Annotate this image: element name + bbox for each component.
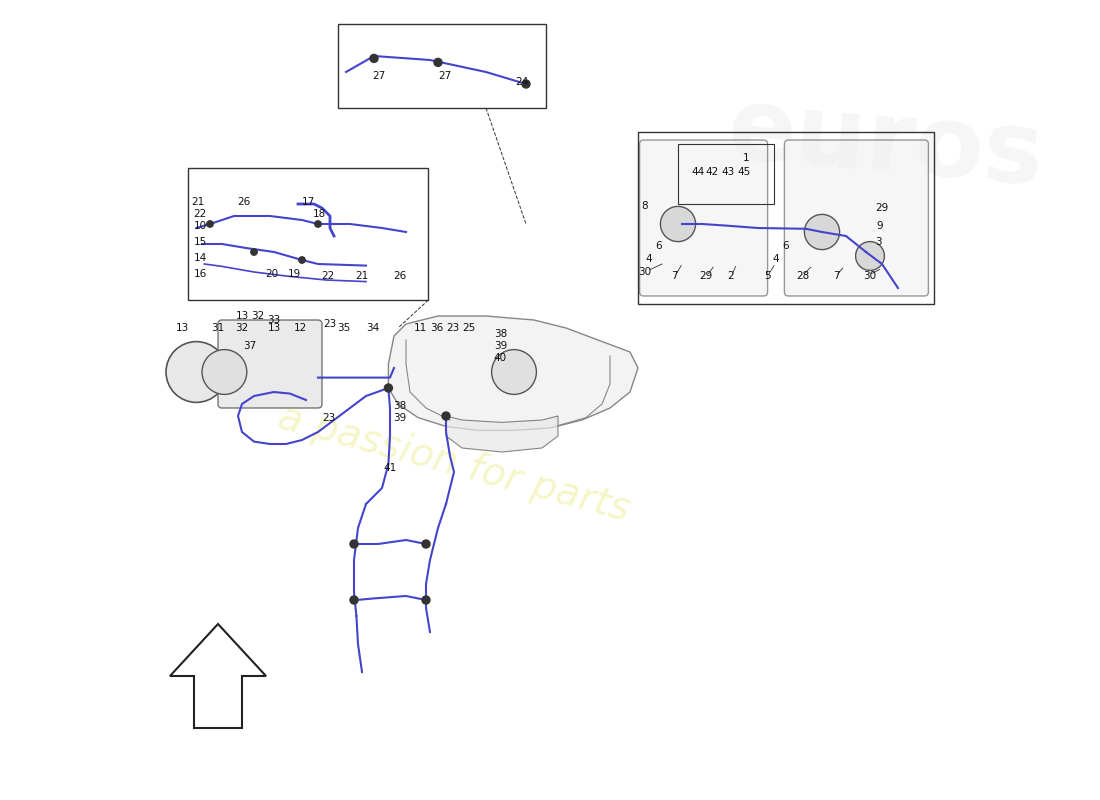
- Text: 8: 8: [641, 202, 648, 211]
- Text: 39: 39: [393, 413, 406, 422]
- Text: 42: 42: [706, 167, 719, 177]
- Circle shape: [442, 412, 450, 420]
- Text: 29: 29: [876, 203, 889, 213]
- Text: 44: 44: [692, 167, 705, 177]
- Text: 1: 1: [742, 154, 749, 163]
- Text: 5: 5: [764, 271, 771, 281]
- Text: 37: 37: [243, 341, 256, 350]
- Text: 4: 4: [772, 254, 779, 264]
- FancyBboxPatch shape: [218, 320, 322, 408]
- Text: 32: 32: [252, 311, 265, 321]
- FancyBboxPatch shape: [639, 140, 768, 296]
- Polygon shape: [170, 624, 266, 728]
- Circle shape: [202, 350, 246, 394]
- Text: 28: 28: [796, 271, 810, 281]
- Text: 26: 26: [393, 271, 406, 281]
- Text: 29: 29: [700, 271, 713, 281]
- Text: 39: 39: [494, 341, 507, 350]
- Circle shape: [166, 342, 227, 402]
- Text: 16: 16: [194, 269, 207, 278]
- Text: 23: 23: [322, 413, 335, 422]
- Text: 22: 22: [192, 209, 206, 218]
- Text: 6: 6: [783, 242, 790, 251]
- Circle shape: [492, 350, 537, 394]
- Text: 9: 9: [877, 221, 883, 230]
- Text: 30: 30: [639, 267, 652, 277]
- Text: 31: 31: [211, 323, 224, 333]
- Polygon shape: [446, 416, 558, 452]
- Text: 21: 21: [191, 197, 205, 206]
- Text: 13: 13: [175, 323, 188, 333]
- Text: 10: 10: [194, 221, 207, 230]
- Text: 14: 14: [194, 253, 207, 262]
- Text: 6: 6: [656, 242, 662, 251]
- Text: 40: 40: [494, 353, 507, 362]
- Bar: [638, 132, 934, 304]
- Text: 15: 15: [194, 237, 207, 246]
- Text: 36: 36: [430, 323, 443, 333]
- Text: 11: 11: [414, 323, 427, 333]
- Bar: [678, 144, 774, 204]
- Text: 21: 21: [355, 271, 368, 281]
- Text: 27: 27: [372, 71, 385, 81]
- Text: 43: 43: [720, 167, 734, 177]
- Text: 20: 20: [265, 269, 278, 278]
- Text: 23: 23: [446, 323, 459, 333]
- Circle shape: [207, 221, 213, 227]
- Text: 13: 13: [235, 311, 249, 321]
- Polygon shape: [388, 316, 638, 430]
- Text: 2: 2: [727, 271, 734, 281]
- Text: 12: 12: [294, 323, 307, 333]
- Text: 18: 18: [314, 209, 327, 218]
- Circle shape: [370, 54, 378, 62]
- Circle shape: [856, 242, 884, 270]
- FancyBboxPatch shape: [784, 140, 928, 296]
- Text: a passion for parts: a passion for parts: [274, 398, 634, 530]
- Text: 32: 32: [235, 323, 249, 333]
- Bar: [338, 24, 546, 108]
- Text: 17: 17: [301, 197, 315, 206]
- Text: 27: 27: [438, 71, 451, 81]
- Text: 19: 19: [287, 269, 300, 278]
- Circle shape: [251, 249, 257, 255]
- Circle shape: [660, 206, 695, 242]
- Text: 3: 3: [874, 237, 881, 246]
- Bar: [188, 168, 428, 300]
- Text: 38: 38: [494, 329, 507, 338]
- Text: 33: 33: [267, 315, 280, 325]
- Circle shape: [434, 58, 442, 66]
- Circle shape: [422, 596, 430, 604]
- Circle shape: [384, 384, 393, 392]
- Text: 38: 38: [393, 401, 406, 410]
- Text: 24: 24: [516, 77, 529, 86]
- Text: 41: 41: [384, 463, 397, 473]
- Circle shape: [350, 596, 358, 604]
- Circle shape: [422, 540, 430, 548]
- Text: 35: 35: [337, 323, 350, 333]
- Text: 23: 23: [323, 319, 337, 329]
- Text: 7: 7: [833, 271, 839, 281]
- Text: euros: euros: [724, 82, 1048, 206]
- Circle shape: [299, 257, 305, 263]
- Text: 30: 30: [864, 271, 877, 281]
- Circle shape: [315, 221, 321, 227]
- Text: 25: 25: [462, 323, 475, 333]
- Text: 22: 22: [321, 271, 334, 281]
- Circle shape: [804, 214, 839, 250]
- Text: 45: 45: [738, 167, 751, 177]
- Text: 7: 7: [671, 271, 678, 281]
- Text: 34: 34: [366, 323, 379, 333]
- Text: 26: 26: [236, 197, 250, 206]
- Circle shape: [350, 540, 358, 548]
- Circle shape: [522, 80, 530, 88]
- Text: 13: 13: [267, 323, 280, 333]
- Text: 4: 4: [646, 254, 652, 264]
